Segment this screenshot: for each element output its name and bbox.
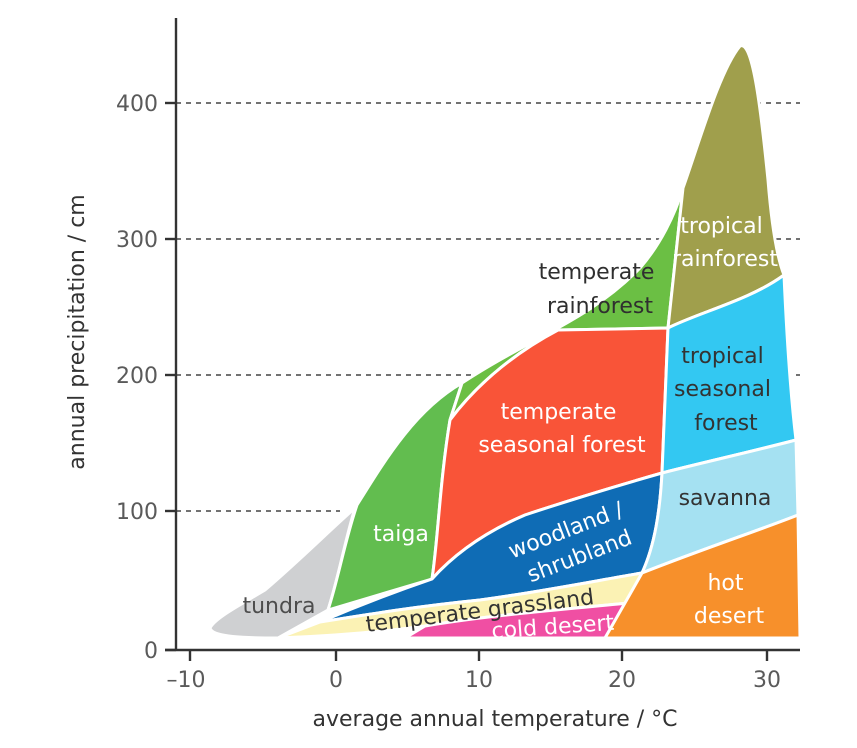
y-axis-title: annual precipitation / cm [65, 194, 90, 469]
x-tick-label: 30 [753, 668, 781, 693]
x-tick-label: –10 [167, 668, 206, 693]
label-tropical-seasonal-forest: tropical seasonal forest [674, 344, 778, 436]
label-taiga: taiga [373, 522, 429, 547]
axes [165, 18, 800, 661]
label-hot-desert: hot desert [694, 571, 765, 629]
x-tick-labels: –10 0 10 20 30 [167, 668, 782, 693]
label-savanna: savanna [679, 486, 772, 511]
y-tick-label: 300 [116, 228, 158, 253]
y-tick-label: 100 [116, 500, 158, 525]
y-tick-label: 0 [144, 639, 158, 664]
x-tick-label: 0 [329, 668, 343, 693]
x-tick-label: 20 [608, 668, 636, 693]
y-tick-label: 200 [116, 364, 158, 389]
biome-labels: tundra taiga temperate rainforest temper… [242, 214, 778, 644]
x-axis-title: average annual temperature / °C [313, 707, 678, 732]
y-tick-labels: 0 100 200 300 400 [116, 92, 158, 664]
label-temperate-rainforest: temperate rainforest [539, 260, 662, 319]
y-tick-label: 400 [116, 92, 158, 117]
region-hot-desert [603, 513, 802, 640]
label-tropical-rainforest: tropical rainforest [672, 214, 778, 272]
label-temperate-seasonal-forest: temperate seasonal forest [478, 400, 646, 458]
x-tick-label: 10 [465, 668, 493, 693]
label-tundra: tundra [242, 594, 315, 619]
biome-regions [208, 44, 802, 640]
